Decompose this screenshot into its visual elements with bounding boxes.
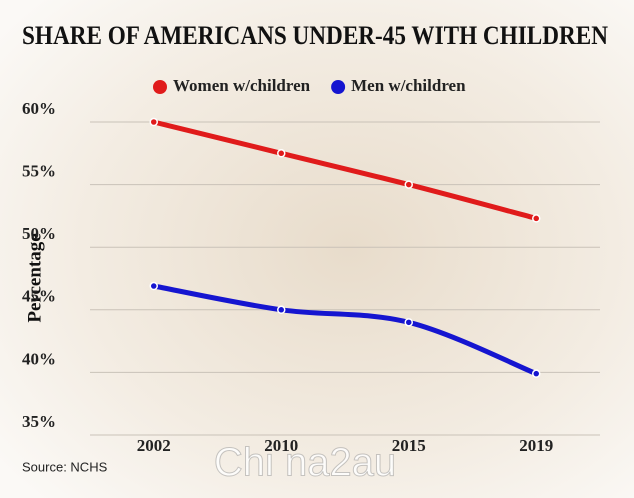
point-marker — [533, 370, 540, 377]
legend-label: Women w/children — [173, 76, 311, 95]
chart-title: SHARE OF AMERICANS UNDER-45 WITH CHILDRE… — [22, 21, 608, 50]
point-marker — [278, 306, 285, 313]
point-marker — [150, 119, 157, 126]
y-tick-label: 55% — [22, 162, 56, 181]
y-tick-label: 35% — [22, 412, 56, 431]
x-tick-label: 2010 — [264, 436, 298, 455]
point-marker — [150, 283, 157, 290]
y-tick-label: 45% — [22, 287, 56, 306]
point-marker — [405, 319, 412, 326]
source: Source: NCHS — [22, 459, 108, 474]
point-marker — [533, 215, 540, 222]
x-tick-label: 2015 — [392, 436, 426, 455]
point-marker — [278, 150, 285, 157]
legend-label: Men w/children — [351, 76, 466, 95]
y-tick-label: 60% — [22, 99, 56, 118]
legend-marker — [153, 80, 167, 94]
x-tick-label: 2019 — [519, 436, 553, 455]
y-tick-label: 40% — [22, 349, 56, 368]
point-marker — [405, 181, 412, 188]
x-tick-label: 2002 — [137, 436, 171, 455]
legend-marker — [331, 80, 345, 94]
y-axis-label: Percentage — [24, 233, 45, 322]
y-tick-label: 50% — [22, 224, 56, 243]
watermark: Chi na2au — [214, 441, 396, 485]
